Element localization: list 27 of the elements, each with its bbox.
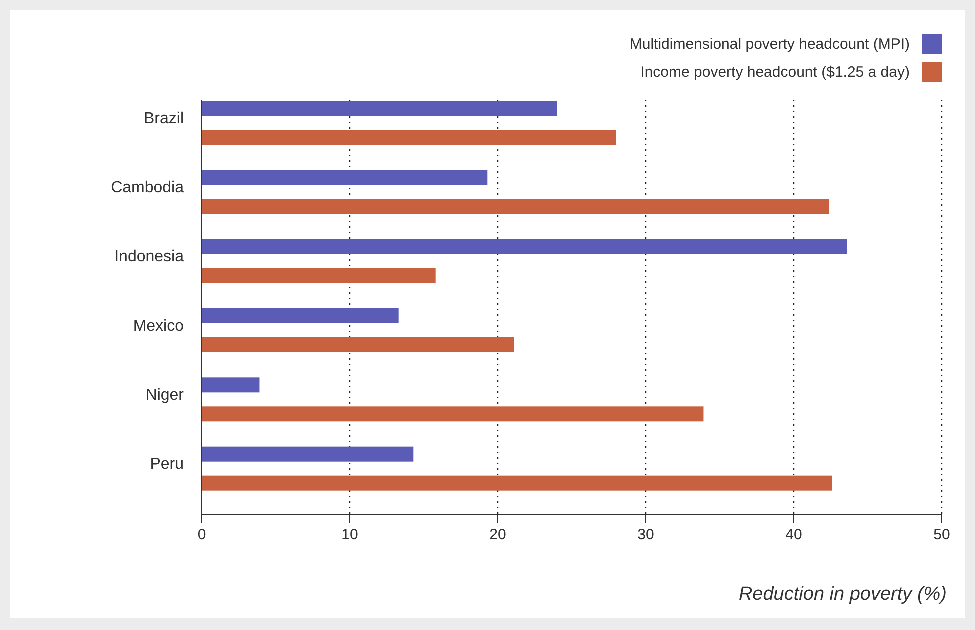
bar bbox=[202, 446, 414, 462]
bar bbox=[202, 199, 830, 214]
x-tick-label: 30 bbox=[638, 526, 654, 544]
bar bbox=[202, 170, 488, 186]
bar bbox=[202, 268, 436, 284]
x-tick-label: 20 bbox=[490, 526, 506, 544]
x-tick-label: 50 bbox=[934, 526, 950, 544]
y-tick-label: Mexico bbox=[133, 318, 184, 335]
bar bbox=[202, 378, 260, 393]
bar bbox=[202, 338, 514, 352]
x-tick-label: 0 bbox=[198, 526, 206, 544]
y-tick-label: Peru bbox=[150, 456, 184, 474]
y-tick-label: Niger bbox=[146, 387, 185, 404]
bar bbox=[202, 476, 832, 491]
x-axis-title: Reduction in poverty (%) bbox=[738, 584, 947, 605]
y-tick-label: Brazil bbox=[144, 110, 184, 128]
bar bbox=[202, 130, 616, 145]
bar bbox=[202, 308, 399, 324]
y-tick-label: Indonesia bbox=[114, 248, 184, 266]
bar bbox=[202, 406, 704, 422]
x-tick-label: 10 bbox=[342, 526, 358, 544]
legend-label: Multidimensional poverty headcount (MPI) bbox=[630, 36, 910, 53]
x-tick-label: 40 bbox=[786, 526, 802, 544]
legend-label: Income poverty headcount ($1.25 a day) bbox=[640, 64, 910, 81]
bar bbox=[202, 239, 848, 254]
y-tick-label: Cambodia bbox=[111, 180, 184, 197]
bar bbox=[202, 101, 558, 116]
